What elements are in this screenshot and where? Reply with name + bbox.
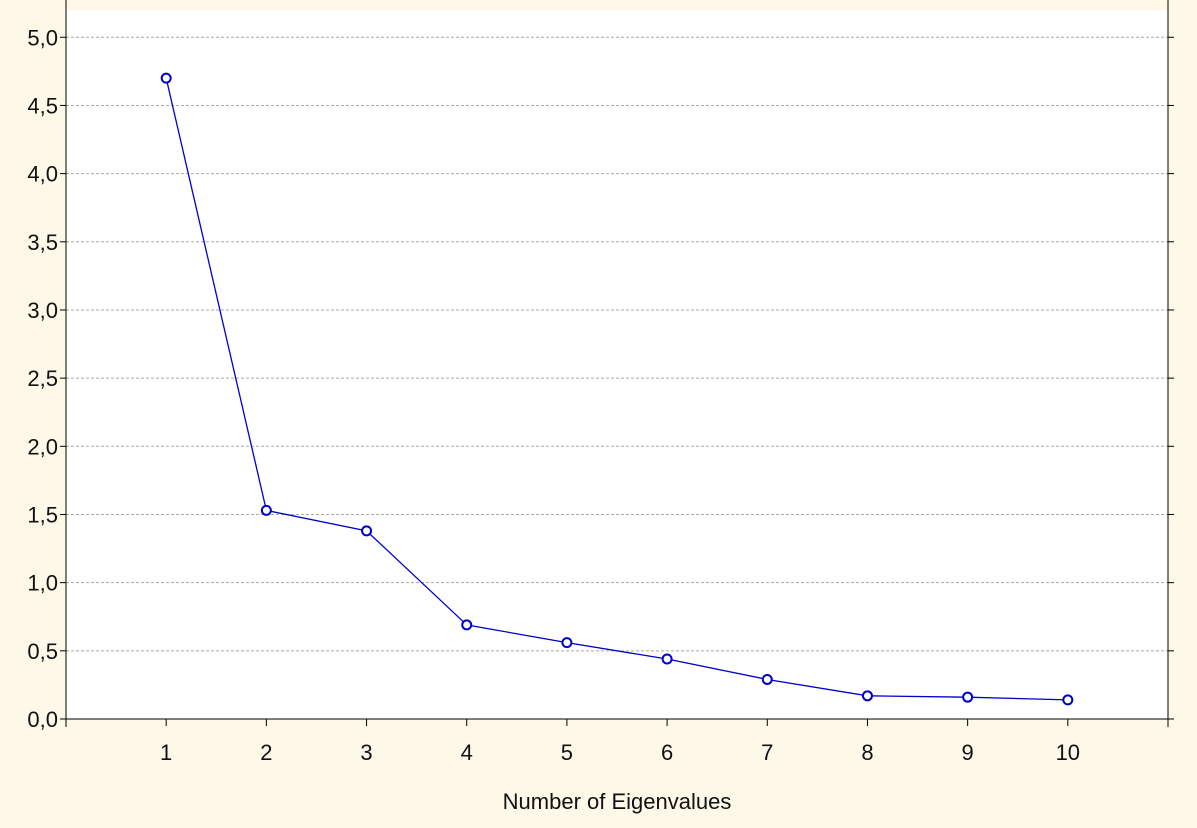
data-point bbox=[561, 637, 573, 649]
y-tick-label: 0,0 bbox=[27, 707, 58, 732]
y-tick-label: 3,0 bbox=[27, 298, 58, 323]
x-tick-label: 9 bbox=[962, 740, 974, 765]
x-axis-label: Number of Eigenvalues bbox=[503, 789, 732, 814]
x-tick-label: 2 bbox=[260, 740, 272, 765]
data-point bbox=[962, 691, 974, 703]
data-point bbox=[461, 619, 473, 631]
x-tick-label: 10 bbox=[1056, 740, 1080, 765]
y-tick-label: 1,5 bbox=[27, 502, 58, 527]
data-point bbox=[1062, 694, 1074, 706]
y-axis-ticks: 0,0 0,5 1,0 1,5 2,0 2,5 3,0 3,5 4,0 4,5 5,0 bbox=[27, 25, 1174, 732]
y-tick-label: 5,0 bbox=[27, 25, 58, 50]
data-point bbox=[160, 72, 172, 84]
data-point bbox=[260, 504, 272, 516]
data-point bbox=[661, 653, 673, 665]
series-line bbox=[165, 78, 1068, 701]
x-tick-label: 6 bbox=[661, 740, 673, 765]
data-point bbox=[861, 690, 873, 702]
x-tick-label: 3 bbox=[360, 740, 372, 765]
y-tick-label: 1,0 bbox=[27, 571, 58, 596]
y-tick-label: 4,5 bbox=[27, 93, 58, 118]
x-tick-label: 8 bbox=[861, 740, 873, 765]
x-tick-label: 1 bbox=[160, 740, 172, 765]
x-tick-label: 4 bbox=[461, 740, 473, 765]
y-tick-label: 4,0 bbox=[27, 162, 58, 187]
y-tick-label: 3,5 bbox=[27, 230, 58, 255]
x-tick-label: 7 bbox=[761, 740, 773, 765]
x-axis-ticks: 1 2 3 4 5 6 7 8 9 10 bbox=[160, 719, 1080, 765]
axes bbox=[65, 0, 1169, 727]
y-tick-label: 2,0 bbox=[27, 434, 58, 459]
plot-area bbox=[66, 10, 1168, 719]
series-points bbox=[160, 72, 1074, 706]
y-tick-label: 0,5 bbox=[27, 639, 58, 664]
y-tick-label: 2,5 bbox=[27, 366, 58, 391]
x-tick-label: 5 bbox=[561, 740, 573, 765]
data-point bbox=[761, 673, 773, 685]
series-polyline bbox=[165, 78, 1068, 701]
data-point bbox=[361, 525, 373, 537]
